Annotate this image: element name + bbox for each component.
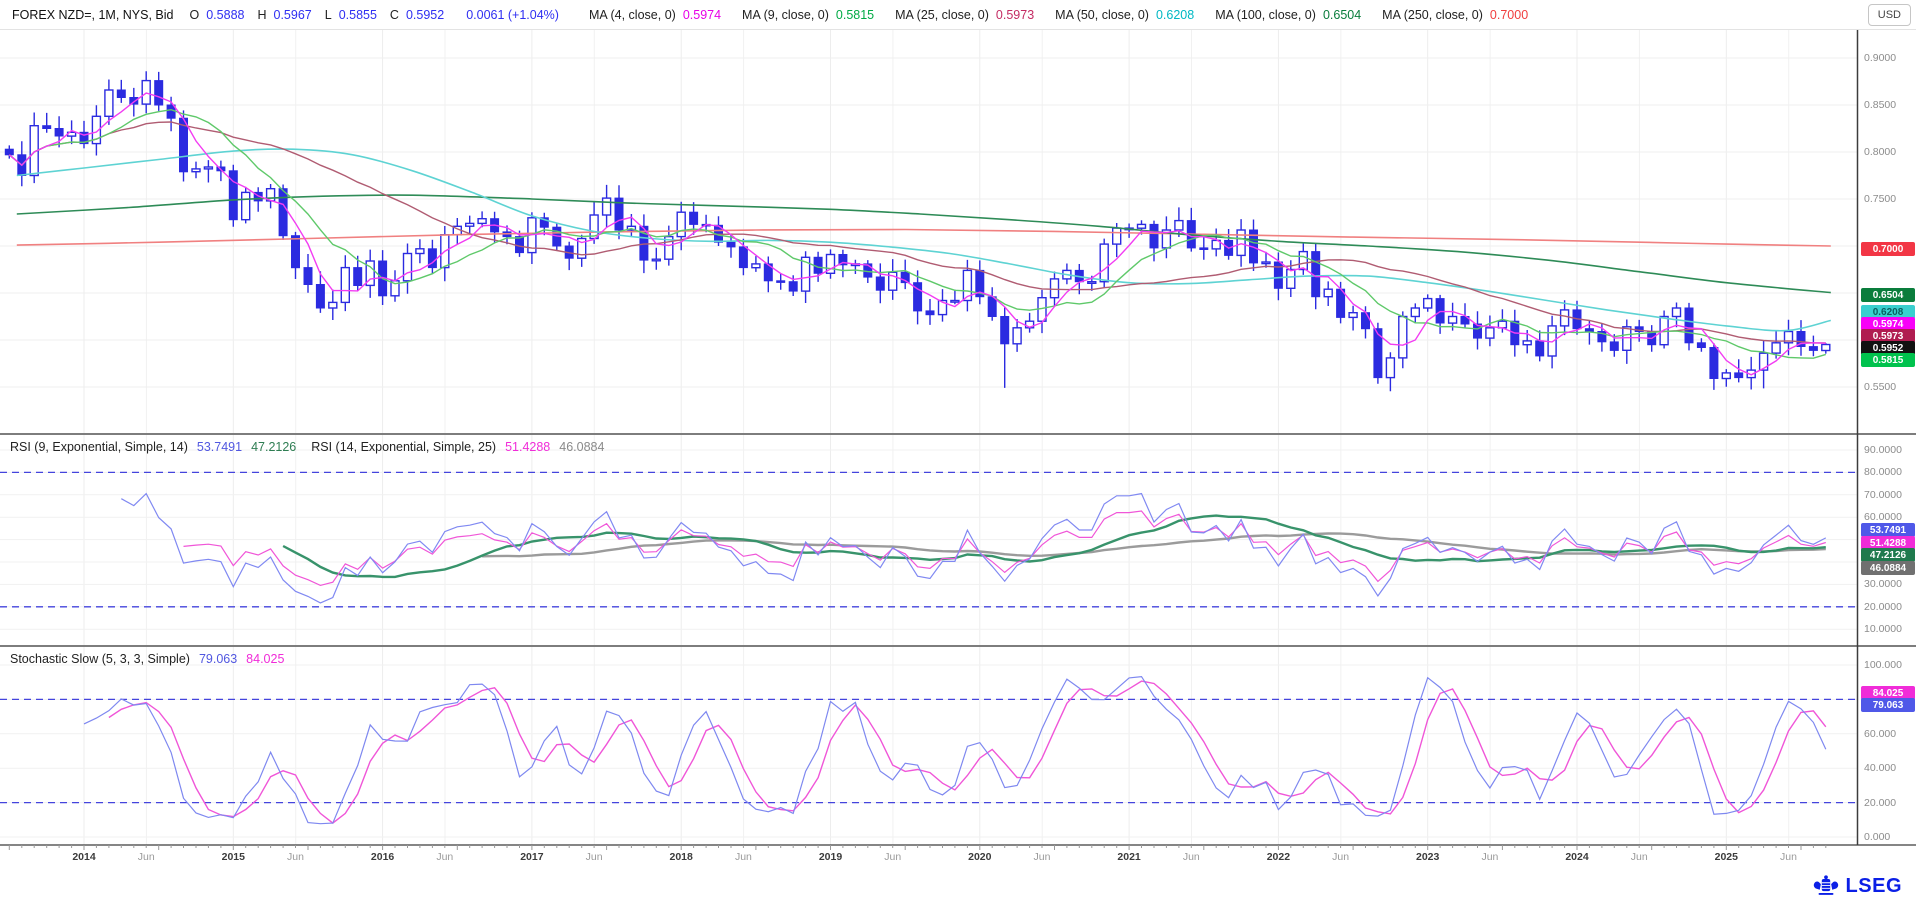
moving-averages-layer (8, 92, 1831, 376)
time-axis-ticks (8, 845, 1827, 850)
ma-legend-value: 0.5973 (995, 7, 1035, 22)
rsi-legend[interactable]: RSI (9, Exponential, Simple, 14) 53.7491 4… (10, 440, 604, 454)
ohlc-value: 0.5952 (405, 7, 445, 22)
rsi-legend-value: 51.4288 (505, 440, 551, 454)
ma-legend-item[interactable]: MA (25, close, 0) 0.5973 (895, 8, 1034, 22)
currency-button[interactable]: USD (1867, 4, 1911, 26)
lseg-crest-icon (1813, 875, 1838, 895)
stochastic-layer (0, 675, 1857, 825)
lseg-logo-text: LSEG (1845, 874, 1902, 897)
ma-legend-label: MA (250, close, 0) (1382, 7, 1483, 22)
stochastic-legend-value: 79.063 (198, 652, 238, 666)
instrument-title[interactable]: FOREX NZD=, 1M, NYS, Bid (12, 7, 174, 22)
rsi-legend-name: RSI (9, Exponential, Simple, 14) (10, 440, 188, 454)
ohlc-value: 0.5967 (273, 7, 312, 22)
ma-legend-value: 0.7000 (1489, 7, 1529, 22)
ma-legend-value: 0.6208 (1155, 7, 1195, 22)
ma-legend-label: MA (4, close, 0) (588, 7, 676, 22)
ohlc-label: H (257, 7, 267, 22)
rsi-legend-value: 46.0884 (559, 440, 605, 454)
rsi-legend-name: RSI (14, Exponential, Simple, 25) (311, 440, 497, 454)
ma-legend-item[interactable]: MA (250, close, 0) 0.7000 (1382, 8, 1528, 22)
panel-separators (0, 0, 1916, 846)
ohlc-label: O (189, 7, 200, 22)
rsi-layer (0, 471, 1857, 608)
stochastic-legend[interactable]: Stochastic Slow (5, 3, 3, Simple) 79.063 8… (10, 652, 284, 666)
candles-layer (4, 71, 1831, 392)
ma-legend-value: 0.6504 (1322, 7, 1362, 22)
stochastic-legend-name: Stochastic Slow (5, 3, 3, Simple) (10, 652, 190, 666)
ohlc-label: C (389, 7, 399, 22)
lseg-logo: LSEG (1812, 874, 1902, 898)
chart-plot-area[interactable] (0, 30, 1857, 845)
ma-legend-label: MA (100, close, 0) (1215, 7, 1316, 22)
ohlc-label: L (324, 7, 332, 22)
ma-legend-item[interactable]: MA (4, close, 0) 0.5974 (589, 8, 721, 22)
ma-legend-label: MA (9, close, 0) (742, 7, 829, 22)
change-readout: 0.0061 (+1.04%) (466, 7, 559, 22)
ma-legend-label: MA (25, close, 0) (895, 7, 989, 22)
rsi-legend-value: 47.2126 (251, 440, 297, 454)
ma-legend-value: 0.5815 (835, 7, 875, 22)
stochastic-legend-value: 84.025 (246, 652, 285, 666)
ma-legend-label: MA (50, close, 0) (1055, 7, 1149, 22)
ma-legend-item[interactable]: MA (9, close, 0) 0.5815 (742, 8, 874, 22)
ma-legend-item[interactable]: MA (100, close, 0) 0.6504 (1215, 8, 1361, 22)
ohlc-readout: O 0.5888 H 0.5967 L 0.5855 C 0.5952 (190, 8, 451, 22)
ohlc-value: 0.5888 (206, 7, 245, 22)
chart-header: FOREX NZD=, 1M, NYS, Bid O 0.5888 H 0.5967 L… (0, 0, 1916, 30)
rsi-legend-value: 53.7491 (196, 440, 243, 454)
grid-vertical (83, 30, 1790, 845)
ohlc-value: 0.5855 (338, 7, 377, 22)
ma-legend-value: 0.5974 (682, 7, 722, 22)
ma-legend-item[interactable]: MA (50, close, 0) 0.6208 (1055, 8, 1194, 22)
ma-legend: MA (4, close, 0) 0.5974 MA (9, close, 0) 0.… (575, 8, 1528, 22)
grid-horizontal (0, 57, 1857, 838)
